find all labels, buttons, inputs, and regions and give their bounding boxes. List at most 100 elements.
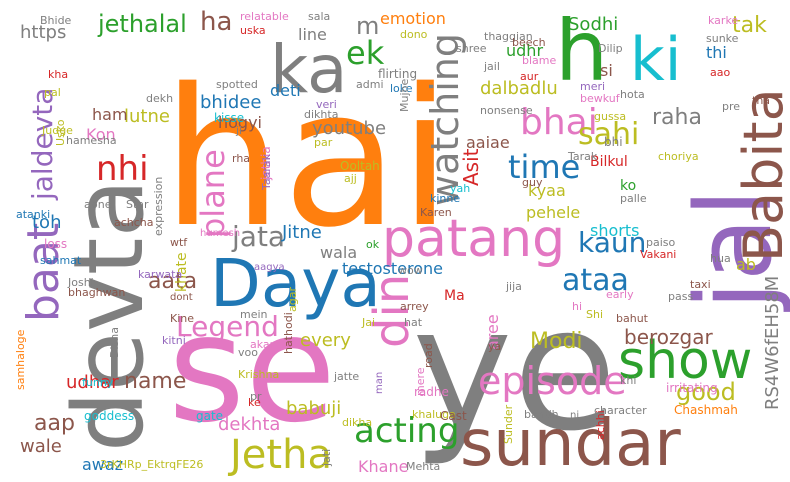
word-bhaghwan: bhaghwan: [68, 286, 125, 299]
word-radhe: radhe: [414, 385, 449, 399]
word-mehta: Mehta: [406, 460, 440, 473]
word-loke: loke: [390, 82, 413, 95]
word-ko: ko: [620, 178, 636, 194]
word-star: Star: [126, 198, 149, 211]
word-bhide: Bhide: [40, 14, 72, 27]
word-cast: Cast: [440, 409, 467, 423]
word-acting: acting: [354, 411, 459, 451]
word-si: si: [600, 61, 613, 80]
word-rha: rha: [232, 152, 250, 165]
word-krishna: Krishna: [238, 368, 279, 381]
word-atanki: atanki: [16, 208, 50, 221]
word-taarak: Taarak: [260, 153, 273, 191]
word-spotted: spotted: [216, 78, 258, 91]
word-sundar: sundar: [460, 407, 681, 481]
word-legend: Legend: [176, 310, 279, 343]
word-ek: ek: [346, 34, 385, 72]
word-udhr: udhr: [506, 41, 543, 60]
word-beech: beech: [512, 36, 546, 49]
word-dekhta: dekhta: [218, 414, 280, 435]
word-bandh: bandh: [524, 408, 559, 421]
word-thaggian: thaggian: [484, 30, 533, 43]
word-aur: aur: [520, 70, 539, 83]
word-karwata: karwata: [138, 268, 182, 281]
word-daya: Daya: [210, 245, 381, 322]
word-sala: sala: [308, 10, 330, 23]
word-hai: hai: [162, 48, 452, 269]
word-hat: hat: [404, 316, 423, 329]
word-sunder: Sunder: [502, 404, 515, 444]
word-vakani: Vakani: [640, 248, 676, 261]
word-karke: karke: [708, 14, 738, 27]
word-emotion: emotion: [380, 9, 446, 28]
word-jata: jata: [231, 220, 285, 253]
word-jail: jail: [483, 60, 500, 73]
word-tak: tak: [732, 13, 767, 38]
word-sahi: sahi: [578, 117, 639, 152]
word-early: early: [606, 288, 634, 301]
word-ni: ni: [570, 410, 579, 421]
word-kitni: kitni: [162, 334, 186, 347]
word-dekh: dekh: [146, 92, 173, 105]
word-wtf: wtf: [170, 236, 188, 249]
word-berozgar: berozgar: [624, 325, 713, 349]
word-humesh: humesh: [200, 228, 240, 239]
word-jethalal: jethalal: [97, 10, 187, 38]
word-pehele: pehele: [526, 203, 580, 222]
word-gate: gate: [196, 409, 223, 423]
word-ke: ke: [248, 396, 261, 409]
word-time: time: [508, 148, 580, 186]
word-ka: ka: [270, 31, 348, 108]
word-yah: yah: [450, 182, 470, 195]
word-jethia: jethia: [259, 146, 273, 181]
word-gussa: gussa: [594, 110, 626, 123]
word-aao: aao: [710, 66, 730, 79]
word-pr: pr: [250, 390, 262, 403]
word-kyaa: kyaa: [528, 181, 566, 200]
word-choriya: choriya: [658, 150, 699, 163]
word-samhaloge: samhaloge: [14, 329, 27, 390]
word-bhai: bhai: [520, 102, 598, 143]
word-palle: palle: [620, 192, 647, 205]
word-karen: Karen: [420, 206, 452, 219]
word-chashmah: Chashmah: [674, 403, 738, 417]
word-goddess: goddess: [84, 409, 134, 423]
word-jija: jija: [505, 280, 522, 293]
word-devta: devta: [53, 179, 165, 452]
word-https: https: [20, 22, 66, 43]
word-jitne: Jitne: [281, 222, 322, 243]
word-ab: ab: [736, 255, 756, 274]
word-jetha: Jetha: [227, 432, 332, 478]
word-show: show: [618, 331, 752, 391]
word-hamesha: hamesha: [66, 134, 117, 147]
word-khi: khi: [620, 374, 636, 387]
word-expression: expression: [152, 177, 165, 236]
word-achhi: achhi: [594, 410, 607, 440]
word-plane: plane: [194, 149, 232, 238]
word-wow: wow: [398, 264, 423, 277]
word-voo: voo: [238, 346, 258, 359]
word-meri: meri: [580, 80, 605, 93]
word-ooltah: Ooltah: [340, 159, 380, 173]
word-udhar: udhar: [66, 372, 119, 393]
word-good: good: [676, 378, 736, 406]
word-thi: thi: [706, 43, 727, 62]
word-sahmat: sahmat: [40, 254, 82, 267]
word-ma: Ma: [444, 288, 465, 304]
word-kha: kha: [48, 68, 68, 81]
word-hi: hi: [572, 300, 582, 313]
word-babuji: babuji: [286, 398, 341, 419]
word-veri: veri: [316, 98, 337, 111]
word-ya: ya: [488, 340, 501, 353]
word-jatte: jatte: [333, 370, 359, 383]
word-agar: agar: [286, 287, 299, 312]
word-hathodi: hathodi: [282, 312, 295, 354]
word-apne: apne: [84, 198, 112, 211]
word-dalbadlu: dalbadlu: [480, 78, 558, 99]
word-din: din: [364, 274, 420, 348]
word-hota: hota: [620, 88, 645, 101]
word-3rkhrp-ektrqfe26: 3rKHRp_EktrqFE26: [100, 458, 203, 471]
word-flirting: flirting: [378, 67, 417, 81]
word-admi: admi: [356, 78, 384, 91]
